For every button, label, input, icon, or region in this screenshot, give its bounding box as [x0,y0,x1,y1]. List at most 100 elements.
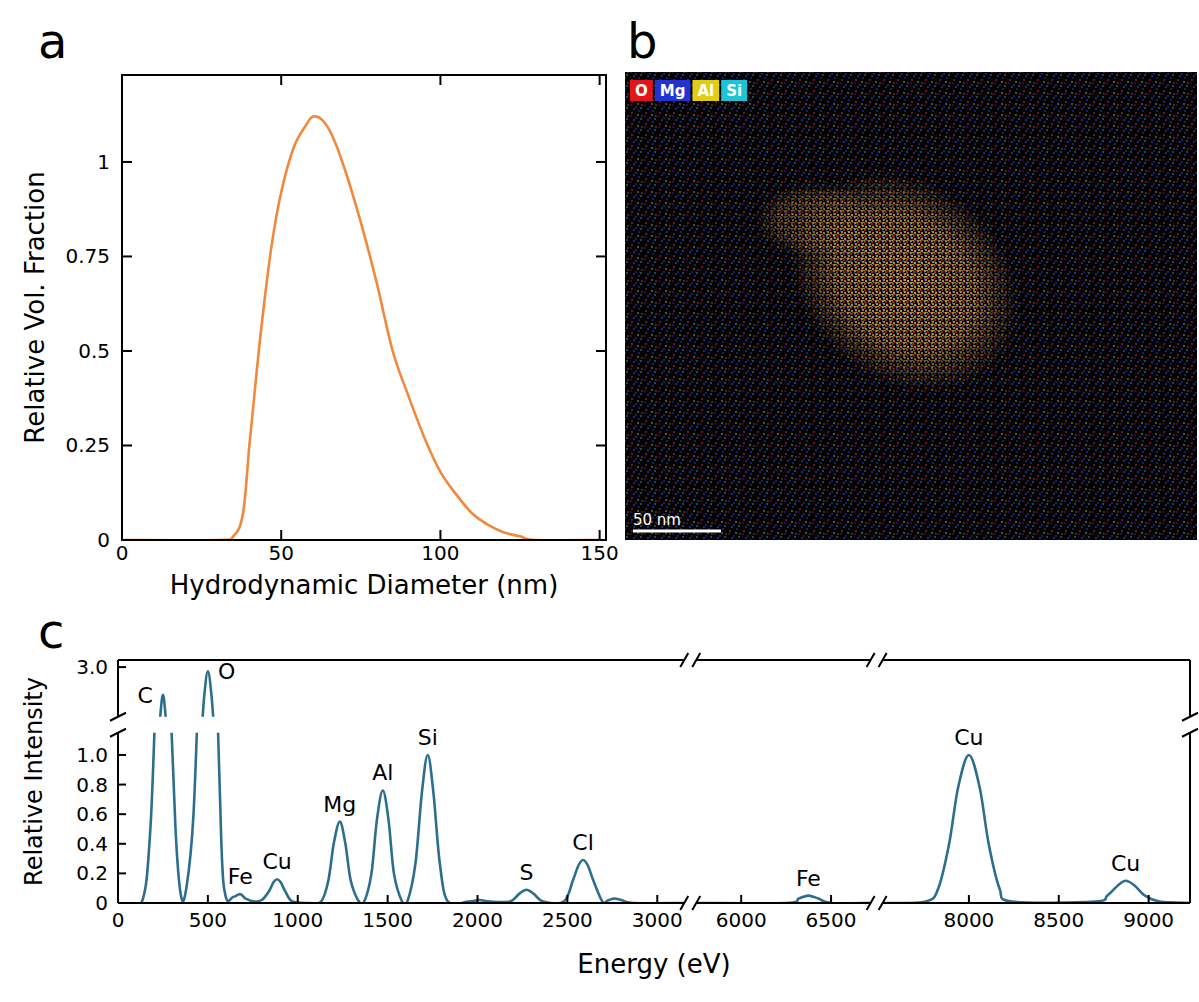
x-tick-label: 50 [268,541,293,565]
x-tick-label: 6500 [806,908,857,932]
x-tick [599,530,601,540]
x-tick [1148,895,1150,903]
panel-label: c [38,603,64,659]
x-tick-label: 500 [189,908,227,932]
x-tick [297,895,299,903]
peak-label: S [519,860,533,885]
frame-top [118,659,684,661]
peak-label: Cu [954,725,983,750]
legend-label: Al [697,82,714,100]
spectrum-line [883,755,1190,903]
x-tick-label: 0 [112,908,125,932]
x-tick-label: 0 [116,541,129,565]
y-tick-label: 0.8 [76,773,108,797]
y-tick-label: 0.4 [76,832,108,856]
y-tick-label: 0.25 [65,433,110,457]
plot-area [696,896,870,903]
particle [625,72,1197,540]
y-tick [118,666,126,668]
y-tick [118,754,126,756]
x-axis-title: Hydrodynamic Diameter (nm) [170,570,559,600]
frame-right [1189,660,1191,717]
y-tick-label: 0.75 [65,244,110,268]
y-tick-label: 1 [97,150,110,174]
spectrum-line [118,733,684,903]
y-tick [118,813,126,815]
x-tick [121,75,123,85]
y-tick [118,843,126,845]
panel-c: 0500100015002000250030006000650080008500… [20,468,1198,979]
size-distribution-line [122,116,600,540]
plot-area [118,733,684,903]
peak-label: Cu [262,849,291,874]
x-tick [387,895,389,903]
peak-label: Al [372,760,393,785]
x-tick-label: 2000 [452,908,503,932]
axis-break [867,653,875,667]
y-tick [596,161,606,163]
x-tick [656,895,658,903]
frame-top [696,659,870,661]
peak-label: Fe [796,866,821,891]
y-tick-label: 1.0 [76,743,108,767]
x-axis-title: Energy (eV) [577,949,730,979]
panel-a: 00.250.50.751050100150Hydrodynamic Diame… [20,13,619,600]
x-tick [439,75,441,85]
x-tick [968,895,970,903]
legend-label: Si [726,82,742,100]
x-tick [280,530,282,540]
panel-label: a [38,13,67,69]
legend-label: Mg [660,82,686,100]
x-tick [280,75,282,85]
y-axis-line [117,660,119,717]
y-tick [122,161,132,163]
x-axis-line [696,902,870,904]
axis-break [1182,729,1198,737]
legend-label: O [635,82,648,100]
x-tick [439,530,441,540]
axis-break [879,896,887,910]
y-tick [596,444,606,446]
y-tick [596,255,606,257]
x-tick-label: 8500 [1033,908,1084,932]
legend-swatch [721,80,747,101]
x-tick-label: 3000 [632,908,683,932]
axis-break [867,896,875,910]
x-tick [207,895,209,903]
peak-label: Mg [323,792,356,817]
y-tick [122,255,132,257]
x-tick [1058,895,1060,903]
axis-break [110,729,126,737]
y-axis-title: Relative Vol. Fraction [20,171,50,443]
x-tick-label: 6000 [716,908,767,932]
spectrum-line [118,671,684,716]
y-tick [118,872,126,874]
x-tick-label: 100 [421,541,459,565]
x-axis-line [883,902,1190,904]
axis-break [692,896,700,910]
x-axis-line [118,902,684,904]
y-tick [118,784,126,786]
legend-swatch [692,80,719,101]
peak-label: Cl [572,830,593,855]
peak-label: C [138,683,153,708]
peak-label: Cu [1111,851,1140,876]
panel-label: b [627,13,657,69]
y-tick [118,902,126,904]
y-tick-label: 0.2 [76,861,108,885]
scale-bar-label: 50 nm [633,511,681,529]
x-tick-label: 1500 [362,908,413,932]
plot-area [122,116,600,540]
y-axis-title: Relative Intensity [20,677,48,886]
axis-break [879,653,887,667]
x-tick [599,75,601,85]
axis-break [680,653,688,667]
plot-area [883,755,1190,903]
x-tick [117,895,119,903]
axis-break [110,713,126,721]
x-tick [121,530,123,540]
y-tick-label: 0.5 [78,339,110,363]
plot-area [118,671,684,716]
map-background [625,72,1197,540]
x-tick-label: 9000 [1123,908,1174,932]
